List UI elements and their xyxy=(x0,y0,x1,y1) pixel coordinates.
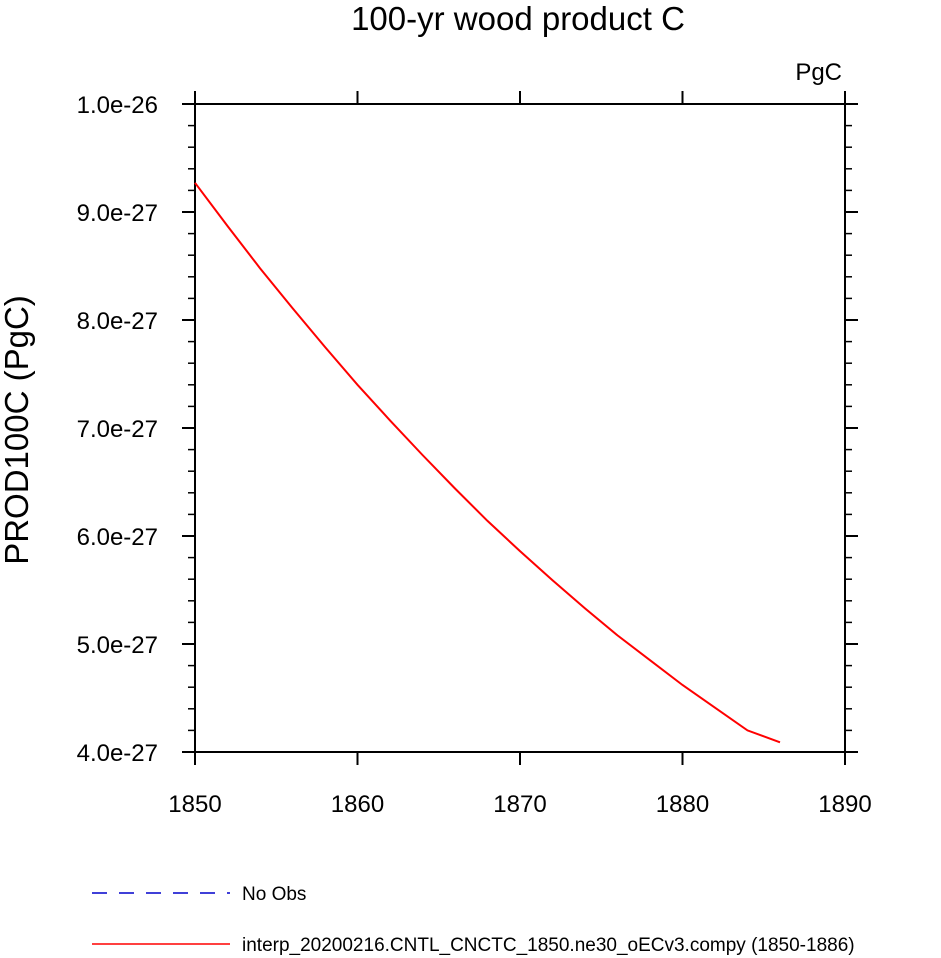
y-axis-ticks: 4.0e-27 5.0e-27 6.0e-27 7.0e-27 8.0e-27 9.0e-… xyxy=(77,92,858,767)
y-tick-label: 7.0e-27 xyxy=(77,416,158,443)
y-tick-label: 5.0e-27 xyxy=(77,632,158,659)
series-line xyxy=(194,182,781,744)
y-axis-label: PROD100C (PgC) xyxy=(0,295,35,565)
x-tick-label: 1850 xyxy=(168,791,221,818)
y-tick-label: 8.0e-27 xyxy=(77,308,158,335)
y-tick-label: 1.0e-26 xyxy=(77,92,158,119)
legend-label-model: interp_20200216.CNTL_CNCTC_1850.ne30_oEC… xyxy=(242,935,855,956)
plot-frame xyxy=(194,103,846,753)
y-tick-label: 6.0e-27 xyxy=(77,524,158,551)
x-tick-label: 1870 xyxy=(493,791,546,818)
y-tick-label: 9.0e-27 xyxy=(77,200,158,227)
x-axis-ticks: 1850 1860 1870 1880 1890 xyxy=(168,91,872,818)
y-tick-label: 4.0e-27 xyxy=(77,740,158,767)
series-group xyxy=(194,182,781,744)
x-tick-label: 1860 xyxy=(331,791,384,818)
units-label: PgC xyxy=(795,59,842,86)
x-tick-label: 1880 xyxy=(656,791,709,818)
legend-label-no-obs: No Obs xyxy=(242,884,306,905)
x-tick-label: 1890 xyxy=(818,791,871,818)
legend: No Obs interp_20200216.CNTL_CNCTC_1850.n… xyxy=(92,884,855,956)
chart-title: 100-yr wood product C xyxy=(351,0,685,37)
minor-ticks xyxy=(188,124,852,732)
